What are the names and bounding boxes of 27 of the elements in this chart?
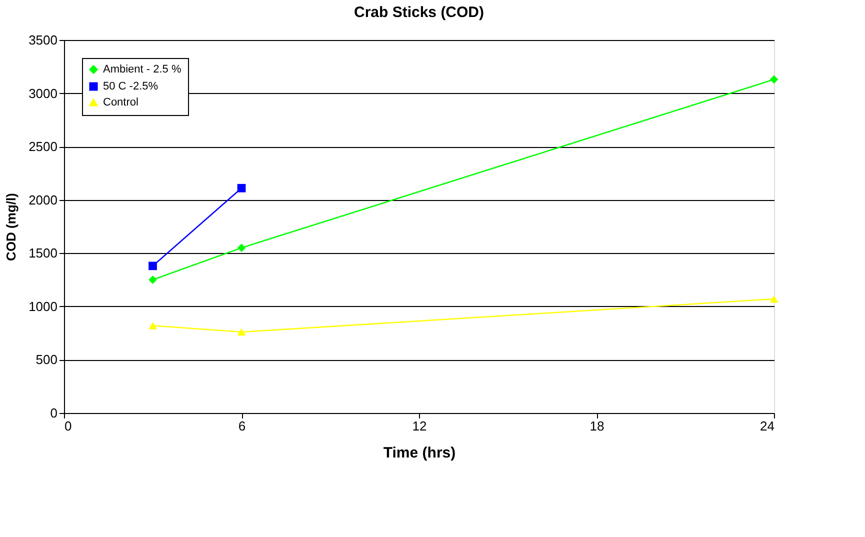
x-tick-label: 12 <box>412 418 427 434</box>
y-tick-label: 3000 <box>28 86 58 101</box>
y-tick-label: 1000 <box>28 298 58 314</box>
point <box>148 322 157 330</box>
x-tick-label: 24 <box>760 418 774 434</box>
legend-label: Ambient - 2.5 % <box>103 64 182 76</box>
legend-label: 50 C -2.5% <box>103 80 158 92</box>
point <box>148 262 157 270</box>
legend-label: Control <box>103 96 138 108</box>
x-tick-label: 0 <box>64 418 72 434</box>
y-tick-label: 3500 <box>28 32 58 48</box>
point <box>770 75 778 84</box>
y-tick-label: 2500 <box>28 139 58 154</box>
y-tick-label: 1500 <box>28 246 58 261</box>
y-tick-label: 500 <box>36 352 58 368</box>
point <box>237 244 246 252</box>
point <box>148 276 157 284</box>
point <box>237 184 246 192</box>
point <box>770 295 778 303</box>
point <box>237 328 246 336</box>
x-axis-title: Time (hrs) <box>383 444 456 462</box>
y-tick-label: 2000 <box>28 192 58 208</box>
chart-title: Crab Sticks (COD) <box>354 4 484 21</box>
y-axis-title: COD (mg/l) <box>4 193 19 261</box>
x-tick-label: 6 <box>238 418 246 434</box>
y-tick-label: 0 <box>50 406 58 420</box>
x-tick-label: 18 <box>590 418 604 434</box>
